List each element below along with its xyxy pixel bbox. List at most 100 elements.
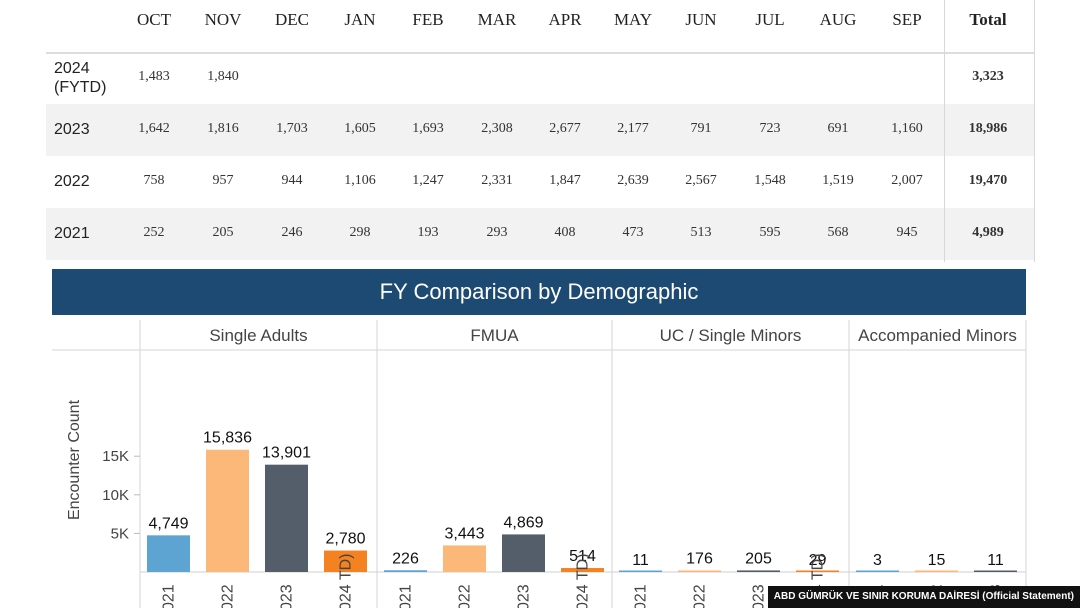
table-cell: 1,548 (754, 173, 786, 188)
table-cell: 2,007 (891, 173, 923, 188)
category-label: 023 (516, 584, 533, 608)
table-cell: 1,816 (207, 121, 239, 136)
category-label: 023 (751, 584, 768, 608)
bar (619, 570, 662, 572)
category-label: 024 TD) (575, 553, 592, 608)
y-axis-title: Encounter Count (66, 399, 83, 520)
table-cell: 1,160 (891, 121, 923, 136)
bar-value-label: 29 (809, 552, 827, 569)
category-label: 023 (279, 584, 296, 608)
month-header: AUG (819, 10, 857, 29)
table-cell: 595 (759, 225, 781, 240)
table-cell: 1,847 (549, 173, 581, 188)
bar-value-label: 226 (392, 550, 419, 567)
table-row-total: 19,470 (968, 173, 1008, 188)
bar-value-label: 2,780 (325, 531, 365, 548)
bar (737, 570, 780, 572)
y-axis-tick-label: 15K (102, 448, 129, 465)
table-header-row: OCT NOV DEC JAN FEB MAR APR MAY JUN JUL … (46, 0, 1034, 54)
category-label: 022 (220, 584, 237, 608)
bar-value-label: 205 (745, 550, 772, 567)
table-cell: 758 (143, 173, 165, 188)
row-year-label: 2021 (54, 225, 90, 242)
category-label: 021 (633, 584, 650, 608)
table-cell: 193 (417, 225, 439, 240)
category-label: 024 TD) (338, 553, 355, 608)
table-cell: 1,106 (344, 173, 376, 188)
demographic-bar-chart: 5K 10K 15K Encounter Count Single Adults 4,74… (52, 320, 1027, 608)
category-label: 022 (692, 584, 709, 608)
bar-value-label: 4,869 (503, 514, 543, 531)
table-cell: 2,308 (481, 121, 513, 136)
bar (974, 570, 1017, 572)
bar-value-label: 15,836 (203, 430, 252, 447)
y-axis-tick-label: 10K (102, 487, 129, 504)
table-cell: 957 (212, 173, 234, 188)
table-cell: 513 (690, 225, 712, 240)
bar (384, 570, 427, 572)
bar (324, 550, 367, 572)
table-cell: 691 (827, 121, 849, 136)
total-header: Total (969, 10, 1007, 29)
table-row-total: 3,323 (972, 69, 1004, 84)
y-axis-tick-label: 5K (111, 525, 129, 542)
month-header: DEC (275, 10, 309, 29)
bar-value-label: 176 (686, 551, 713, 568)
row-year-label: 2022 (54, 173, 90, 190)
panel-title: Accompanied Minors (858, 326, 1017, 345)
month-header: JAN (344, 10, 376, 29)
table-cell: 2,331 (481, 173, 513, 188)
table-cell: 791 (690, 121, 712, 136)
bar-value-label: 11 (987, 552, 1004, 569)
bar-value-label: 3,443 (444, 525, 484, 542)
panel-title: Single Adults (209, 326, 307, 345)
table-cell: 1,605 (344, 121, 376, 136)
month-header: SEP (892, 10, 922, 29)
table-cell: 246 (281, 225, 303, 240)
table-cell: 2,639 (617, 173, 649, 188)
table-row-total: 4,989 (972, 225, 1004, 240)
total-column-divider (944, 0, 945, 262)
row-year-label: 2023 (54, 121, 90, 138)
bar (678, 570, 721, 572)
table-cell: 205 (212, 225, 234, 240)
table-cell: 723 (759, 121, 781, 136)
table-cell: 1,247 (412, 173, 444, 188)
table-cell: 293 (486, 225, 508, 240)
month-header: MAY (613, 10, 653, 29)
bar-value-label: 4,749 (148, 515, 188, 532)
month-header: FEB (412, 10, 444, 29)
category-label: 022 (457, 584, 474, 608)
month-header: APR (548, 10, 582, 29)
table-row: 2023 1,642 1,816 1,703 1,605 1,693 2,308 2,677 2… (46, 104, 1034, 156)
bar (443, 545, 486, 572)
month-header: OCT (137, 10, 171, 29)
source-credit: ABD GÜMRÜK VE SINIR KORUMA DAİRESİ (Offi… (767, 586, 1080, 608)
panel-title: UC / Single Minors (660, 326, 802, 345)
category-label: 021 (161, 584, 178, 608)
table-cell: 2,567 (685, 173, 717, 188)
table-cell: 2,177 (617, 121, 649, 136)
bar (206, 449, 249, 572)
table-cell: 473 (622, 225, 644, 240)
panel-title: FMUA (470, 326, 519, 345)
table-cell: 1,703 (276, 121, 308, 136)
table-row-total: 18,986 (968, 121, 1008, 136)
table-row: 2024 (FYTD) 1,483 1,840 3,323 (46, 52, 1034, 104)
table-cell: 1,519 (822, 173, 854, 188)
table-cell: 1,483 (138, 69, 170, 84)
table-row: 2022 758 957 944 1,106 1,247 2,331 1,847 2,639 2,… (46, 156, 1034, 208)
table-cell: 2,677 (549, 121, 581, 136)
table-row: 2021 252 205 246 298 193 293 408 473 513 595 568 945… (46, 208, 1034, 260)
table-cell: 1,840 (207, 69, 239, 84)
table-cell: 408 (554, 225, 576, 240)
bar (915, 570, 958, 572)
table-cell: 945 (896, 225, 918, 240)
bar-value-label: 13,901 (262, 445, 311, 462)
chart-title: FY Comparison by Demographic (52, 269, 1026, 315)
table-cell: 1,642 (138, 121, 170, 136)
table-cell: 944 (281, 173, 303, 188)
bar-value-label: 3 (873, 552, 882, 569)
bar (502, 534, 545, 572)
monthly-encounters-table: OCT NOV DEC JAN FEB MAR APR MAY JUN JUL … (46, 0, 1035, 262)
